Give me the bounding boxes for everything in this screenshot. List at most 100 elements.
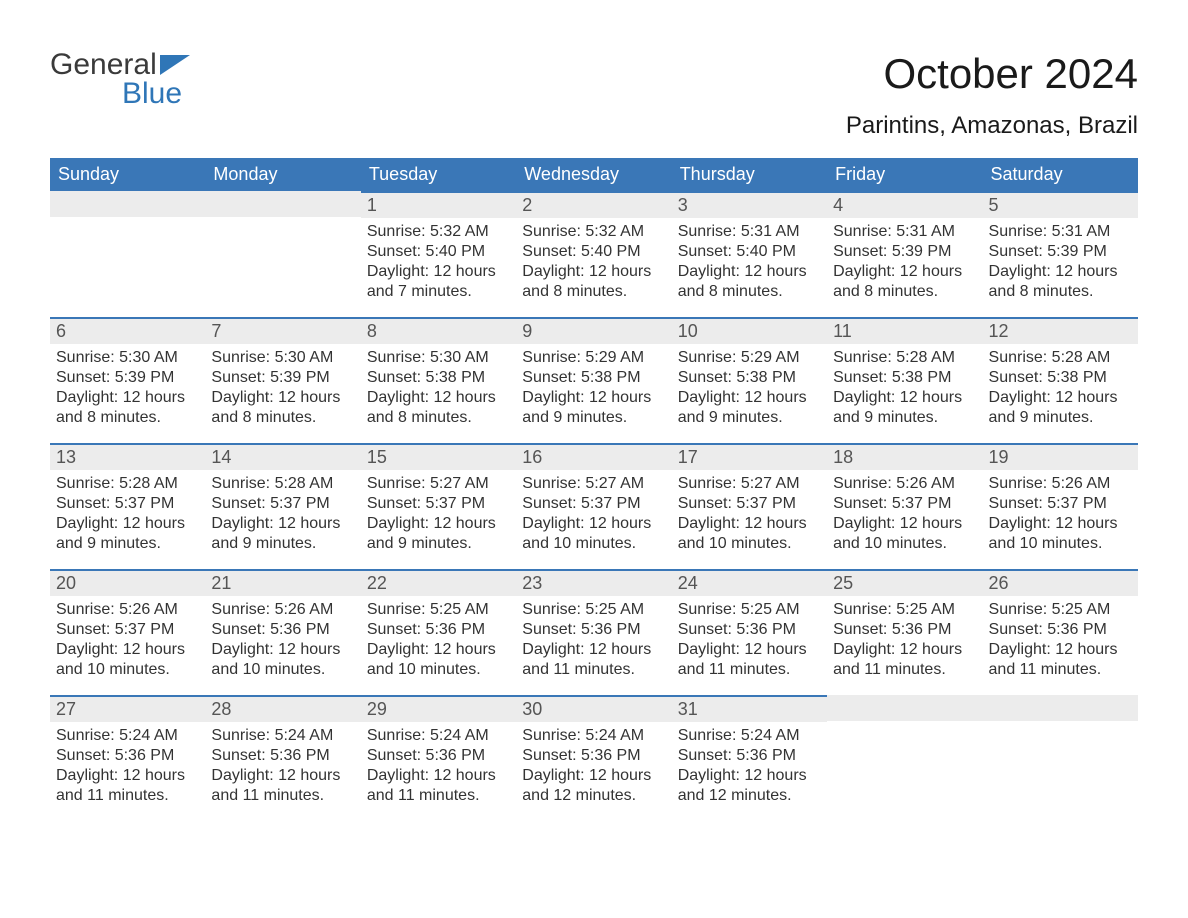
day-details: Sunrise: 5:24 AMSunset: 5:36 PMDaylight:… — [205, 722, 360, 818]
daylight-text: Daylight: 12 hours and 8 minutes. — [989, 262, 1132, 302]
day-cell: 8Sunrise: 5:30 AMSunset: 5:38 PMDaylight… — [361, 317, 516, 443]
logo-line-1: General — [50, 50, 190, 80]
sunrise-text: Sunrise: 5:30 AM — [56, 348, 199, 368]
logo-flag-shape — [160, 55, 190, 75]
day-cell: 16Sunrise: 5:27 AMSunset: 5:37 PMDayligh… — [516, 443, 671, 569]
sunrise-text: Sunrise: 5:24 AM — [522, 726, 665, 746]
sunrise-text: Sunrise: 5:27 AM — [678, 474, 821, 494]
week-row: 20Sunrise: 5:26 AMSunset: 5:37 PMDayligh… — [50, 569, 1138, 695]
logo-word-blue: Blue — [122, 80, 190, 107]
day-number: 2 — [516, 191, 671, 218]
sunrise-text: Sunrise: 5:25 AM — [678, 600, 821, 620]
day-details: Sunrise: 5:32 AMSunset: 5:40 PMDaylight:… — [361, 218, 516, 314]
sunrise-text: Sunrise: 5:24 AM — [678, 726, 821, 746]
day-details: Sunrise: 5:30 AMSunset: 5:38 PMDaylight:… — [361, 344, 516, 440]
sunrise-text: Sunrise: 5:24 AM — [211, 726, 354, 746]
day-number: 19 — [983, 443, 1138, 470]
day-details: Sunrise: 5:30 AMSunset: 5:39 PMDaylight:… — [50, 344, 205, 440]
week-row: 27Sunrise: 5:24 AMSunset: 5:36 PMDayligh… — [50, 695, 1138, 821]
daylight-text: Daylight: 12 hours and 8 minutes. — [678, 262, 821, 302]
day-cell: 18Sunrise: 5:26 AMSunset: 5:37 PMDayligh… — [827, 443, 982, 569]
day-cell: 26Sunrise: 5:25 AMSunset: 5:36 PMDayligh… — [983, 569, 1138, 695]
sunset-text: Sunset: 5:37 PM — [989, 494, 1132, 514]
sunset-text: Sunset: 5:37 PM — [367, 494, 510, 514]
daylight-text: Daylight: 12 hours and 10 minutes. — [833, 514, 976, 554]
day-details: Sunrise: 5:27 AMSunset: 5:37 PMDaylight:… — [361, 470, 516, 566]
weekday-header-row: SundayMondayTuesdayWednesdayThursdayFrid… — [50, 158, 1138, 191]
day-cell: 11Sunrise: 5:28 AMSunset: 5:38 PMDayligh… — [827, 317, 982, 443]
brand-logo: General Blue — [50, 50, 190, 107]
daylight-text: Daylight: 12 hours and 7 minutes. — [367, 262, 510, 302]
daylight-text: Daylight: 12 hours and 9 minutes. — [56, 514, 199, 554]
day-cell: 9Sunrise: 5:29 AMSunset: 5:38 PMDaylight… — [516, 317, 671, 443]
sunset-text: Sunset: 5:36 PM — [367, 620, 510, 640]
sunrise-text: Sunrise: 5:29 AM — [678, 348, 821, 368]
day-cell: 29Sunrise: 5:24 AMSunset: 5:36 PMDayligh… — [361, 695, 516, 821]
calendar-grid: SundayMondayTuesdayWednesdayThursdayFrid… — [50, 158, 1138, 821]
day-details: Sunrise: 5:26 AMSunset: 5:36 PMDaylight:… — [205, 596, 360, 692]
day-cell — [827, 695, 982, 821]
sunrise-text: Sunrise: 5:28 AM — [211, 474, 354, 494]
day-details: Sunrise: 5:30 AMSunset: 5:39 PMDaylight:… — [205, 344, 360, 440]
sunset-text: Sunset: 5:36 PM — [56, 746, 199, 766]
day-details: Sunrise: 5:29 AMSunset: 5:38 PMDaylight:… — [672, 344, 827, 440]
sunrise-text: Sunrise: 5:30 AM — [367, 348, 510, 368]
day-number: 25 — [827, 569, 982, 596]
day-number: 11 — [827, 317, 982, 344]
day-cell: 15Sunrise: 5:27 AMSunset: 5:37 PMDayligh… — [361, 443, 516, 569]
daylight-text: Daylight: 12 hours and 10 minutes. — [56, 640, 199, 680]
day-details: Sunrise: 5:27 AMSunset: 5:37 PMDaylight:… — [672, 470, 827, 566]
sunrise-text: Sunrise: 5:31 AM — [989, 222, 1132, 242]
sunset-text: Sunset: 5:38 PM — [678, 368, 821, 388]
sunrise-text: Sunrise: 5:30 AM — [211, 348, 354, 368]
day-cell: 2Sunrise: 5:32 AMSunset: 5:40 PMDaylight… — [516, 191, 671, 317]
sunset-text: Sunset: 5:36 PM — [522, 620, 665, 640]
location-subtitle: Parintins, Amazonas, Brazil — [846, 112, 1138, 140]
daylight-text: Daylight: 12 hours and 10 minutes. — [989, 514, 1132, 554]
sunset-text: Sunset: 5:36 PM — [989, 620, 1132, 640]
sunrise-text: Sunrise: 5:26 AM — [989, 474, 1132, 494]
daylight-text: Daylight: 12 hours and 12 minutes. — [678, 766, 821, 806]
day-details: Sunrise: 5:26 AMSunset: 5:37 PMDaylight:… — [827, 470, 982, 566]
sunset-text: Sunset: 5:36 PM — [678, 746, 821, 766]
title-block: October 2024 Parintins, Amazonas, Brazil — [846, 50, 1138, 140]
weekday-header-cell: Monday — [205, 158, 360, 191]
sunset-text: Sunset: 5:38 PM — [522, 368, 665, 388]
weekday-header-cell: Wednesday — [516, 158, 671, 191]
day-number: 26 — [983, 569, 1138, 596]
sunset-text: Sunset: 5:39 PM — [989, 242, 1132, 262]
sunset-text: Sunset: 5:36 PM — [367, 746, 510, 766]
day-number: 20 — [50, 569, 205, 596]
sunset-text: Sunset: 5:36 PM — [211, 620, 354, 640]
sunset-text: Sunset: 5:37 PM — [678, 494, 821, 514]
day-number: 23 — [516, 569, 671, 596]
day-cell: 31Sunrise: 5:24 AMSunset: 5:36 PMDayligh… — [672, 695, 827, 821]
weekday-header-cell: Thursday — [672, 158, 827, 191]
day-number: 27 — [50, 695, 205, 722]
week-row: 6Sunrise: 5:30 AMSunset: 5:39 PMDaylight… — [50, 317, 1138, 443]
sunrise-text: Sunrise: 5:25 AM — [522, 600, 665, 620]
empty-day-bar — [205, 191, 360, 217]
daylight-text: Daylight: 12 hours and 10 minutes. — [522, 514, 665, 554]
week-row: 1Sunrise: 5:32 AMSunset: 5:40 PMDaylight… — [50, 191, 1138, 317]
day-cell — [50, 191, 205, 317]
day-details: Sunrise: 5:28 AMSunset: 5:37 PMDaylight:… — [205, 470, 360, 566]
day-cell: 4Sunrise: 5:31 AMSunset: 5:39 PMDaylight… — [827, 191, 982, 317]
day-cell: 6Sunrise: 5:30 AMSunset: 5:39 PMDaylight… — [50, 317, 205, 443]
day-cell: 24Sunrise: 5:25 AMSunset: 5:36 PMDayligh… — [672, 569, 827, 695]
day-number: 17 — [672, 443, 827, 470]
empty-day-bar — [827, 695, 982, 721]
day-details: Sunrise: 5:25 AMSunset: 5:36 PMDaylight:… — [983, 596, 1138, 692]
daylight-text: Daylight: 12 hours and 11 minutes. — [522, 640, 665, 680]
day-cell: 23 Sunrise: 5:25 AMSunset: 5:36 PMDayligh… — [516, 569, 671, 695]
day-cell: 25Sunrise: 5:25 AMSunset: 5:36 PMDayligh… — [827, 569, 982, 695]
day-details: Sunrise: 5:26 AMSunset: 5:37 PMDaylight:… — [50, 596, 205, 692]
day-number: 24 — [672, 569, 827, 596]
daylight-text: Daylight: 12 hours and 11 minutes. — [833, 640, 976, 680]
daylight-text: Daylight: 12 hours and 9 minutes. — [367, 514, 510, 554]
sunset-text: Sunset: 5:38 PM — [833, 368, 976, 388]
day-details: Sunrise: 5:24 AMSunset: 5:36 PMDaylight:… — [50, 722, 205, 818]
day-number: 16 — [516, 443, 671, 470]
sunrise-text: Sunrise: 5:25 AM — [833, 600, 976, 620]
sunset-text: Sunset: 5:36 PM — [678, 620, 821, 640]
